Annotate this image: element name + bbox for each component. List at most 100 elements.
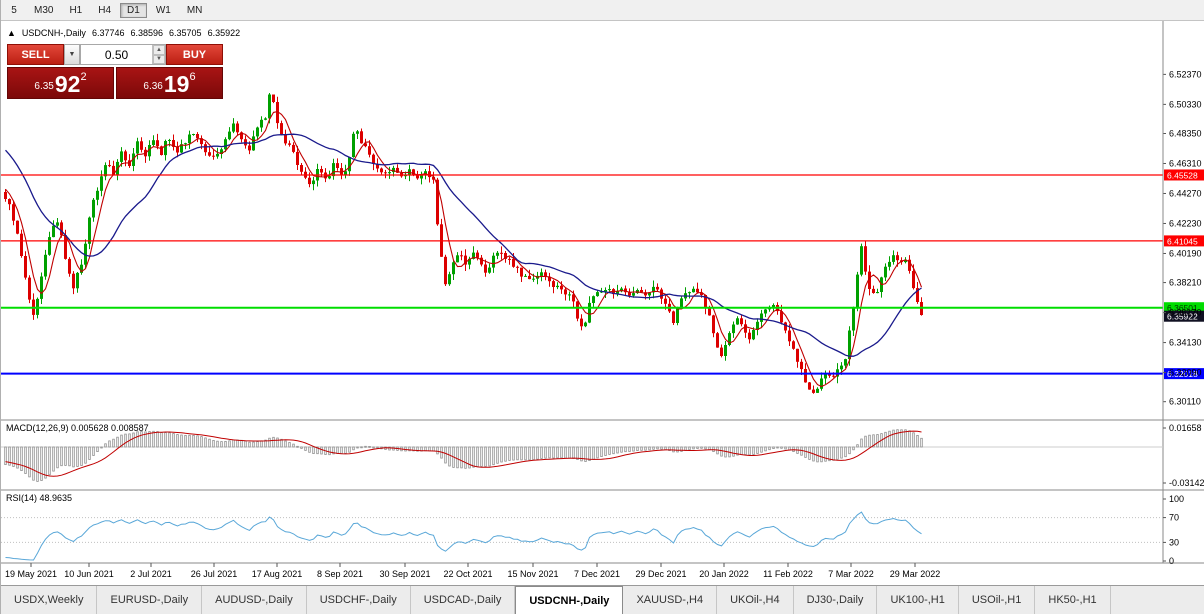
chart-tab-usdcad-daily[interactable]: USDCAD-,Daily xyxy=(411,586,516,614)
trade-controls-row: SELL ▼ ▲ ▼ BUY xyxy=(7,44,223,65)
volume-input[interactable] xyxy=(81,45,152,64)
level-price-label xyxy=(1164,169,1204,181)
svg-text:2 Jul 2021: 2 Jul 2021 xyxy=(130,569,172,579)
chart-tab-xauusd-h4[interactable]: XAUUSD-,H4 xyxy=(623,586,718,614)
current-price-label xyxy=(1164,310,1204,322)
svg-text:6.30110: 6.30110 xyxy=(1169,397,1201,407)
macd-signal-line xyxy=(5,430,922,477)
timeframe-button-w1[interactable]: W1 xyxy=(149,3,178,18)
svg-text:6.52370: 6.52370 xyxy=(1169,69,1202,79)
level-price-label xyxy=(1164,302,1204,314)
ohlc-close-value: 6.35922 xyxy=(207,28,241,38)
bid-price-pips: 92 xyxy=(54,71,81,97)
chart-tab-usoil-h1[interactable]: USOil-,H1 xyxy=(959,586,1036,614)
svg-text:15 Nov 2021: 15 Nov 2021 xyxy=(507,569,558,579)
volume-spinner: ▲ ▼ xyxy=(152,45,165,64)
svg-text:29 Dec 2021: 29 Dec 2021 xyxy=(635,569,686,579)
chart-ohlc-line: ▲ USDCNH-,Daily 6.37746 6.38596 6.35705 … xyxy=(7,28,240,38)
timeframe-toolbar: 5 M30 H1 H4 D1 W1 MN xyxy=(1,0,1204,21)
ask-price-point: 6 xyxy=(189,71,196,83)
svg-text:6.46310: 6.46310 xyxy=(1169,158,1202,168)
level-price-label xyxy=(1164,368,1204,380)
svg-text:6.38210: 6.38210 xyxy=(1169,278,1202,288)
timeframe-button-mn[interactable]: MN xyxy=(180,3,210,18)
svg-text:19 May 2021: 19 May 2021 xyxy=(5,569,57,579)
bid-price-main: 6.35 xyxy=(34,81,54,92)
svg-text:30: 30 xyxy=(1169,537,1179,547)
svg-text:6.36501: 6.36501 xyxy=(1167,303,1198,313)
svg-text:6.44270: 6.44270 xyxy=(1169,188,1202,198)
svg-text:6.34130: 6.34130 xyxy=(1169,338,1202,348)
timeframe-button-h4[interactable]: H4 xyxy=(91,3,118,18)
chart-tab-usdcnh-daily[interactable]: USDCNH-,Daily xyxy=(515,586,624,614)
svg-text:-0.03142: -0.03142 xyxy=(1169,478,1204,488)
chart-symbol-label: USDCNH-,Daily xyxy=(21,28,86,38)
svg-text:6.48350: 6.48350 xyxy=(1169,128,1202,138)
svg-text:0.01658: 0.01658 xyxy=(1169,423,1202,433)
chart-tab-usdx-weekly[interactable]: USDX,Weekly xyxy=(1,586,98,614)
chart-tab-bar: USDX,Weekly EURUSD-,Daily AUDUSD-,Daily USD… xyxy=(1,585,1204,614)
ma-slow-line xyxy=(5,133,922,357)
svg-text:22 Oct 2021: 22 Oct 2021 xyxy=(443,569,492,579)
timeframe-button-d1[interactable]: D1 xyxy=(120,2,147,18)
ask-price-display[interactable]: 6.36 19 6 xyxy=(116,67,223,99)
chart-tab-usdchf-daily[interactable]: USDCHF-,Daily xyxy=(307,586,411,614)
svg-text:6.42230: 6.42230 xyxy=(1169,218,1202,228)
macd-indicator-label: MACD(12,26,9) 0.005628 0.008587 xyxy=(6,423,149,433)
svg-text:10 Jun 2021: 10 Jun 2021 xyxy=(64,569,114,579)
buy-button[interactable]: BUY xyxy=(166,44,223,65)
svg-text:6.45528: 6.45528 xyxy=(1167,170,1198,180)
ask-price-pips: 19 xyxy=(163,71,190,97)
chart-tab-ukoil-h4[interactable]: UKOil-,H4 xyxy=(717,586,794,614)
ohlc-low-value: 6.35705 xyxy=(169,28,202,38)
sell-button[interactable]: SELL xyxy=(7,44,64,65)
ma-fast-line xyxy=(5,111,923,388)
svg-text:0: 0 xyxy=(1169,556,1174,566)
svg-text:6.41045: 6.41045 xyxy=(1167,236,1198,246)
rsi-line xyxy=(5,511,922,561)
chart-collapse-icon[interactable]: ▲ xyxy=(7,28,16,38)
svg-text:17 Aug 2021: 17 Aug 2021 xyxy=(252,569,303,579)
rsi-indicator-label: RSI(14) 48.9635 xyxy=(6,493,73,503)
trade-options-dropdown[interactable]: ▼ xyxy=(64,44,80,65)
macd-histogram xyxy=(4,429,923,482)
svg-text:6.36170: 6.36170 xyxy=(1169,308,1202,318)
ohlc-open-value: 6.37746 xyxy=(91,28,125,38)
trade-prices-row: 6.35 92 2 6.36 19 6 xyxy=(7,67,223,99)
chart-tab-audusd-daily[interactable]: AUDUSD-,Daily xyxy=(202,586,307,614)
svg-text:8 Sep 2021: 8 Sep 2021 xyxy=(317,569,363,579)
svg-text:26 Jul 2021: 26 Jul 2021 xyxy=(191,569,238,579)
one-click-trading-panel: SELL ▼ ▲ ▼ BUY 6.35 92 2 xyxy=(7,44,223,99)
chart-tab-dj30-daily[interactable]: DJ30-,Daily xyxy=(794,586,878,614)
svg-text:7 Dec 2021: 7 Dec 2021 xyxy=(574,569,620,579)
svg-text:7 Mar 2022: 7 Mar 2022 xyxy=(828,569,874,579)
timeframe-button-h1[interactable]: H1 xyxy=(62,3,89,18)
level-price-label xyxy=(1164,235,1204,247)
chart-window: 6.45528 6.41045 6.36501 6.32018 6.35922 6.523… xyxy=(1,21,1204,585)
svg-text:6.50330: 6.50330 xyxy=(1169,99,1202,109)
svg-text:6.32018: 6.32018 xyxy=(1167,369,1198,379)
ohlc-high-value: 6.38596 xyxy=(130,28,164,38)
chart-tab-hk50-h1[interactable]: HK50-,H1 xyxy=(1035,586,1111,614)
volume-increase-button[interactable]: ▲ xyxy=(153,45,165,55)
volume-box: ▲ ▼ xyxy=(80,44,166,65)
svg-text:11 Feb 2022: 11 Feb 2022 xyxy=(763,569,813,579)
svg-text:20 Jan 2022: 20 Jan 2022 xyxy=(699,569,749,579)
ask-price-main: 6.36 xyxy=(143,81,163,92)
svg-text:29 Mar 2022: 29 Mar 2022 xyxy=(890,569,941,579)
svg-text:6.40190: 6.40190 xyxy=(1169,248,1202,258)
timeframe-button-5[interactable]: 5 xyxy=(3,3,25,18)
chevron-down-icon: ▼ xyxy=(68,51,76,58)
svg-text:100: 100 xyxy=(1169,494,1184,504)
chart-tab-eurusd-daily[interactable]: EURUSD-,Daily xyxy=(97,586,203,614)
svg-text:6.32090: 6.32090 xyxy=(1169,368,1202,378)
bid-price-point: 2 xyxy=(80,71,87,83)
volume-decrease-button[interactable]: ▼ xyxy=(153,54,165,64)
bid-price-display[interactable]: 6.35 92 2 xyxy=(7,67,114,99)
chart-tab-uk100-h1[interactable]: UK100-,H1 xyxy=(877,586,959,614)
price-chart-canvas[interactable]: 6.45528 6.41045 6.36501 6.32018 6.35922 6.523… xyxy=(1,21,1204,585)
timeframe-button-m30[interactable]: M30 xyxy=(27,3,60,18)
svg-text:30 Sep 2021: 30 Sep 2021 xyxy=(379,569,430,579)
svg-text:70: 70 xyxy=(1169,513,1179,523)
